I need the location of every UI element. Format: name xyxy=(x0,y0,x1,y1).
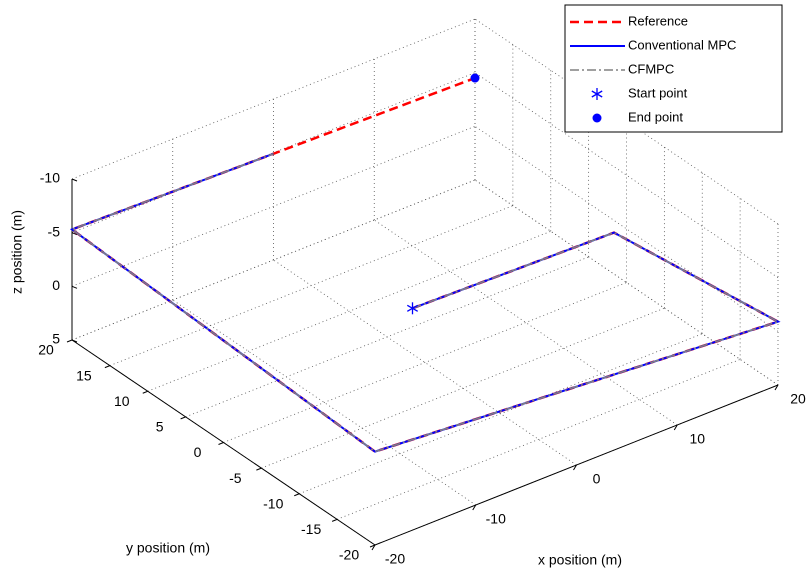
z-tick-label: 0 xyxy=(52,277,60,293)
grid-line xyxy=(474,18,779,225)
legend-symbol xyxy=(591,88,603,100)
tick-mark xyxy=(472,504,477,511)
grid-line xyxy=(474,72,779,278)
legend-label: CFMPC xyxy=(628,61,674,76)
x-axis-label: x position (m) xyxy=(538,552,622,568)
y-tick-label: -10 xyxy=(263,495,283,511)
tick-mark xyxy=(573,464,577,471)
grid-line xyxy=(172,299,476,506)
x-tick-label: -20 xyxy=(385,551,405,567)
tick-mark xyxy=(180,416,186,420)
trajectory xyxy=(69,152,781,453)
tick-mark xyxy=(104,365,111,369)
tick-mark xyxy=(774,384,779,391)
tick-mark xyxy=(673,424,678,431)
tick-mark xyxy=(71,285,78,289)
grid-line xyxy=(109,205,514,366)
start-marker xyxy=(406,302,419,315)
grid-line xyxy=(299,333,703,495)
end-marker xyxy=(470,73,480,83)
x-tick-label: -10 xyxy=(486,511,506,527)
y-tick-label: 15 xyxy=(76,367,92,383)
y-tick-label: 0 xyxy=(194,444,202,460)
y-tick-label: 20 xyxy=(38,342,54,358)
grid-line xyxy=(474,179,779,386)
y-tick-label: -20 xyxy=(339,547,359,563)
y-tick-label: 5 xyxy=(156,419,164,435)
legend-label: Start point xyxy=(628,85,688,100)
tick-mark xyxy=(71,232,78,236)
grid-line xyxy=(273,259,577,466)
tick-mark xyxy=(218,442,224,445)
tick-mark xyxy=(294,493,300,497)
x-tick-label: 20 xyxy=(790,391,806,407)
x-tick-label: 0 xyxy=(593,471,601,487)
legend-label: Reference xyxy=(628,13,688,28)
start-marker-stroke xyxy=(406,304,419,312)
legend-label: Conventional MPC xyxy=(628,37,736,52)
grid-line xyxy=(261,307,665,469)
tick-mark xyxy=(331,518,338,522)
grid-line xyxy=(336,359,741,520)
grid-line xyxy=(71,125,476,287)
tick-mark xyxy=(71,339,78,343)
grid-line xyxy=(185,256,589,418)
tick-mark xyxy=(142,390,148,394)
z-tick-label: -10 xyxy=(40,170,60,186)
grid-line xyxy=(147,230,551,392)
tick-mark xyxy=(66,339,73,343)
legend-symbol xyxy=(592,113,602,123)
grid-line xyxy=(474,126,779,332)
trajectory xyxy=(70,152,781,453)
y-axis-label: y position (m) xyxy=(126,540,210,556)
grid-line xyxy=(374,219,678,426)
tick-mark xyxy=(369,544,376,548)
grid-line xyxy=(223,282,627,443)
legend-box xyxy=(564,4,783,133)
z-tick-label: -5 xyxy=(48,223,61,239)
grid-line xyxy=(71,18,476,180)
grid-line xyxy=(71,179,476,341)
y-tick-label: -15 xyxy=(301,521,321,537)
x-tick-label: 10 xyxy=(689,431,705,447)
tick-mark xyxy=(71,178,78,182)
z-tick-label: 5 xyxy=(52,331,60,347)
legend-label: End point xyxy=(628,109,683,124)
start-marker-stroke xyxy=(591,90,603,98)
z-axis-label: z position (m) xyxy=(9,210,25,294)
tick-mark xyxy=(256,467,262,471)
y-tick-label: 10 xyxy=(114,393,130,409)
tick-mark xyxy=(371,544,376,551)
y-tick-label: -5 xyxy=(229,470,242,486)
